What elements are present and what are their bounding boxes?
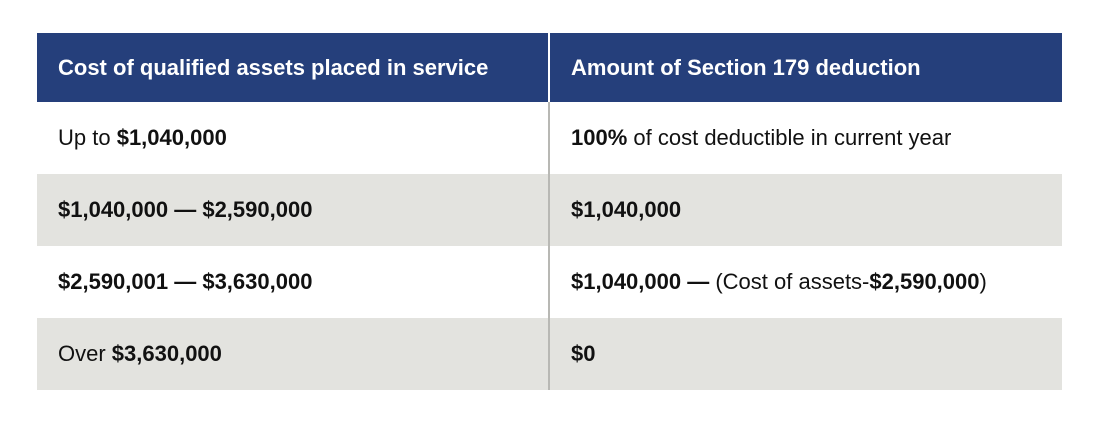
table-row: $1,040,000 — $2,590,000 $1,040,000 <box>37 174 1062 246</box>
cell-text: 100% <box>571 125 628 150</box>
cell-text: $3,630,000 <box>111 341 222 366</box>
cell-text: $1,040,000 — <box>571 269 716 294</box>
table-row: $2,590,001 — $3,630,000 $1,040,000 — (Cos… <box>37 246 1062 318</box>
cell-text: $2,590,001 — $3,630,000 <box>58 269 313 294</box>
table-cell: $1,040,000 <box>548 174 1062 246</box>
cell-text: $1,040,000 <box>571 197 682 222</box>
table-header: Cost of qualified assets placed in servi… <box>37 33 1062 102</box>
table-cell: $2,590,001 — $3,630,000 <box>37 246 549 318</box>
table-cell: $0 <box>548 318 1062 390</box>
cell-text: Up to <box>58 125 117 150</box>
cell-text: $2,590,000 <box>869 269 980 294</box>
table-cell: Up to $1,040,000 <box>37 102 549 174</box>
deduction-table: Cost of qualified assets placed in servi… <box>37 33 1062 390</box>
header-cell: Amount of Section 179 deduction <box>548 33 1062 102</box>
cell-text: Over <box>58 341 112 366</box>
table-body: Up to $1,040,000 100% of cost deductible … <box>37 102 1062 390</box>
table-row: Over $3,630,000 $0 <box>37 318 1062 390</box>
table-cell: $1,040,000 — $2,590,000 <box>37 174 549 246</box>
header-cell: Cost of qualified assets placed in servi… <box>37 33 549 102</box>
table-cell: Over $3,630,000 <box>37 318 549 390</box>
table-cell: 100% of cost deductible in current year <box>548 102 1062 174</box>
cell-text: $1,040,000 <box>116 125 227 150</box>
header-row: Cost of qualified assets placed in servi… <box>37 33 1062 102</box>
cell-text: $0 <box>571 341 596 366</box>
cell-text: of cost deductible in current year <box>627 125 952 150</box>
cell-text: $1,040,000 — $2,590,000 <box>58 197 313 222</box>
table-row: Up to $1,040,000 100% of cost deductible … <box>37 102 1062 174</box>
cell-text: ) <box>979 269 987 294</box>
table-cell: $1,040,000 — (Cost of assets-$2,590,000) <box>548 246 1062 318</box>
cell-text: (Cost of assets- <box>715 269 870 294</box>
